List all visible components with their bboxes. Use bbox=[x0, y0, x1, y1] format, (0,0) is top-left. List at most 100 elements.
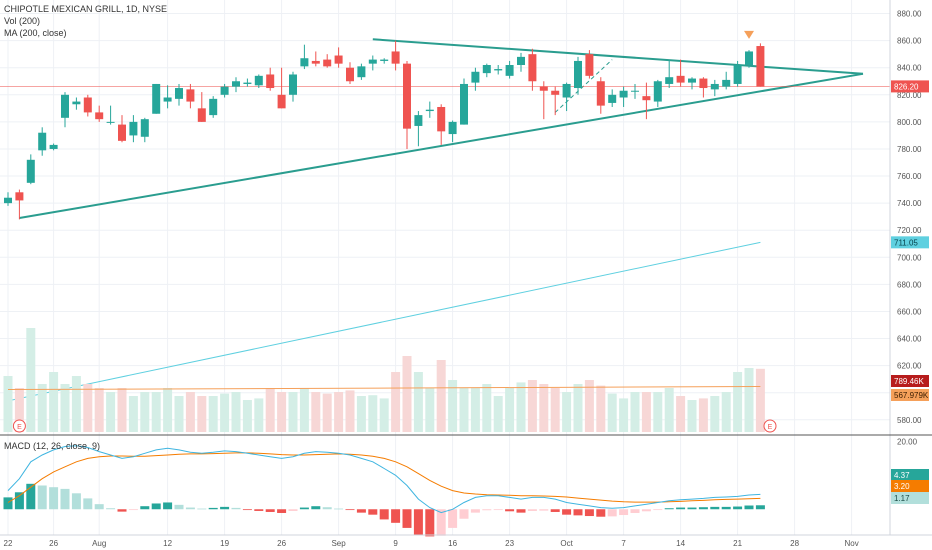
candle-body[interactable] bbox=[596, 81, 605, 106]
candle-body[interactable] bbox=[15, 192, 24, 201]
candle-body[interactable] bbox=[61, 94, 69, 118]
earnings-marker-icon[interactable] bbox=[12, 419, 26, 433]
candle-body[interactable] bbox=[710, 83, 719, 90]
macd-histogram-bar bbox=[60, 488, 70, 510]
volume-ma-badge: 567.979K bbox=[894, 391, 929, 400]
candle-body[interactable] bbox=[323, 59, 332, 67]
macd-histogram-bar bbox=[208, 507, 218, 510]
volume-bar bbox=[140, 392, 150, 432]
macd-histogram-bar bbox=[448, 509, 458, 528]
candle-body[interactable] bbox=[38, 132, 47, 151]
candle-body[interactable] bbox=[163, 97, 172, 102]
volume-bar bbox=[197, 396, 207, 432]
macd-histogram-bar bbox=[128, 509, 138, 511]
volume-bar bbox=[619, 398, 629, 432]
candle-body[interactable] bbox=[494, 69, 503, 71]
candle-body[interactable] bbox=[471, 71, 480, 83]
volume-bar bbox=[37, 384, 47, 432]
candle-body[interactable] bbox=[425, 109, 434, 112]
candle-body[interactable] bbox=[72, 101, 81, 105]
volume-bar bbox=[539, 384, 549, 432]
macd-histogram-bar bbox=[721, 506, 731, 510]
candle-body[interactable] bbox=[460, 83, 468, 125]
macd-histogram-bar bbox=[687, 507, 697, 510]
candle-body[interactable] bbox=[528, 54, 537, 82]
candle-body[interactable] bbox=[152, 83, 161, 114]
volume-bar bbox=[562, 392, 572, 432]
volume-bar bbox=[641, 392, 651, 432]
candle-body[interactable] bbox=[334, 55, 343, 64]
candle-body[interactable] bbox=[585, 54, 594, 76]
candle-body[interactable] bbox=[517, 56, 525, 66]
candle-body[interactable] bbox=[83, 97, 92, 113]
candle-body[interactable] bbox=[619, 90, 628, 98]
candle-body[interactable] bbox=[232, 81, 240, 87]
candle-body[interactable] bbox=[653, 81, 662, 102]
support-trendline bbox=[19, 72, 864, 220]
candle-body[interactable] bbox=[699, 78, 708, 89]
candle-body[interactable] bbox=[574, 60, 582, 89]
candle-body[interactable] bbox=[106, 121, 115, 123]
candle-body[interactable] bbox=[722, 79, 731, 87]
candle-body[interactable] bbox=[380, 59, 389, 61]
candle-body[interactable] bbox=[266, 74, 275, 89]
candle-body[interactable] bbox=[197, 108, 206, 122]
candle-body[interactable] bbox=[665, 77, 674, 84]
candle-body[interactable] bbox=[414, 115, 423, 126]
candle-body[interactable] bbox=[448, 121, 457, 135]
earnings-marker-icon[interactable] bbox=[763, 419, 777, 433]
candle-body[interactable] bbox=[505, 65, 514, 76]
candle-body[interactable] bbox=[95, 112, 104, 120]
candle-body[interactable] bbox=[368, 59, 377, 64]
candle-body[interactable] bbox=[175, 88, 183, 99]
x-tick-label: 19 bbox=[220, 539, 229, 548]
volume-bar bbox=[425, 388, 435, 432]
candle-body[interactable] bbox=[118, 124, 126, 141]
volume-bar bbox=[584, 380, 594, 432]
candle-body[interactable] bbox=[243, 82, 252, 84]
candle-body[interactable] bbox=[4, 197, 12, 204]
x-tick-label: 22 bbox=[4, 539, 13, 548]
candle-body[interactable] bbox=[277, 94, 286, 109]
volume-bar bbox=[174, 396, 184, 432]
candle-body[interactable] bbox=[220, 86, 229, 95]
candle-body[interactable] bbox=[437, 106, 446, 132]
candle-body[interactable] bbox=[733, 65, 742, 84]
macd-histogram-bar bbox=[391, 509, 401, 523]
candle-body[interactable] bbox=[403, 63, 411, 129]
candle-body[interactable] bbox=[289, 74, 297, 95]
candle-body[interactable] bbox=[300, 58, 309, 67]
volume-bar bbox=[311, 392, 321, 432]
x-tick-label: 28 bbox=[790, 539, 799, 548]
candle-body[interactable] bbox=[688, 78, 696, 83]
candle-body[interactable] bbox=[391, 51, 400, 64]
candle-body[interactable] bbox=[631, 90, 639, 92]
candle-body[interactable] bbox=[129, 121, 138, 136]
candle-body[interactable] bbox=[676, 75, 685, 83]
volume-bar bbox=[117, 388, 127, 432]
candle-body[interactable] bbox=[26, 159, 35, 183]
candle-body[interactable] bbox=[346, 67, 354, 82]
candle-body[interactable] bbox=[140, 119, 149, 137]
candle-body[interactable] bbox=[311, 60, 320, 64]
candle-body[interactable] bbox=[745, 51, 753, 66]
candle-body[interactable] bbox=[642, 96, 651, 101]
macd-histogram-bar bbox=[197, 508, 207, 510]
candle-body[interactable] bbox=[254, 75, 263, 86]
candle-body[interactable] bbox=[562, 83, 571, 98]
candle-body[interactable] bbox=[482, 65, 491, 74]
candle-body[interactable] bbox=[186, 89, 195, 102]
y-tick-label: 580.00 bbox=[897, 416, 922, 425]
macd-histogram-bar bbox=[163, 502, 173, 510]
volume-bar bbox=[482, 384, 492, 432]
candle-body[interactable] bbox=[756, 46, 765, 87]
candle-body[interactable] bbox=[209, 98, 218, 116]
candle-body[interactable] bbox=[539, 86, 548, 91]
candle-body[interactable] bbox=[608, 94, 617, 103]
candle-body[interactable] bbox=[357, 66, 366, 78]
candle-body[interactable] bbox=[49, 144, 58, 149]
volume-bar bbox=[94, 388, 104, 432]
candle-body[interactable] bbox=[551, 90, 560, 95]
